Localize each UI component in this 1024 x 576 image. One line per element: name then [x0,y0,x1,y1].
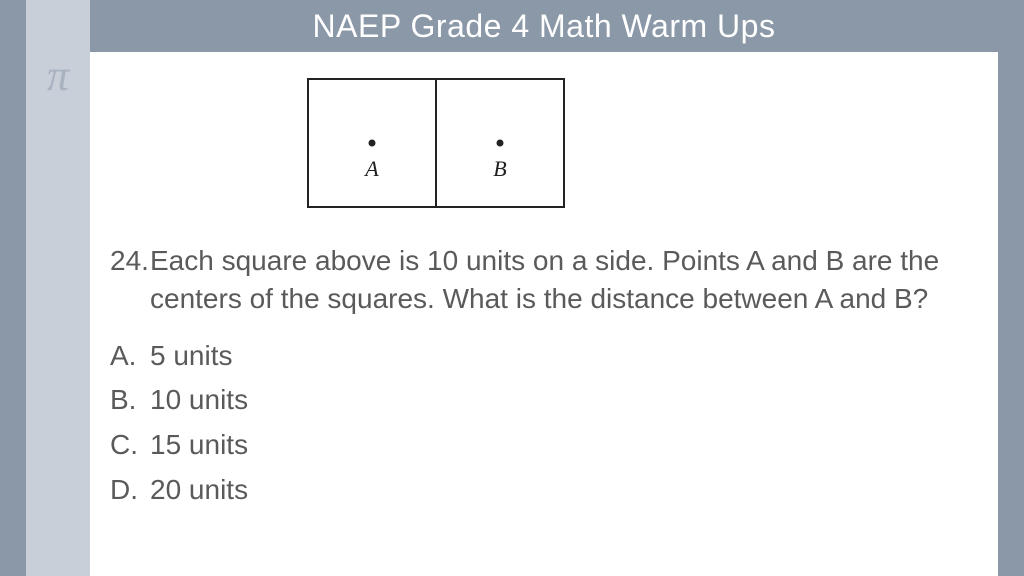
square-right: B [435,78,565,208]
choice-c: C. 15 units [110,423,984,468]
point-b-dot [497,140,504,147]
question-content: 24. Each square above is 10 units on a s… [110,242,984,513]
header-bar: NAEP Grade 4 Math Warm Ups [90,0,998,52]
question-text: Each square above is 10 units on a side.… [150,242,984,318]
choice-text: 15 units [150,423,984,468]
question-row: 24. Each square above is 10 units on a s… [110,242,984,318]
choice-a: A. 5 units [110,334,984,379]
point-a-dot [369,140,376,147]
choice-letter: D. [110,468,150,513]
choice-letter: C. [110,423,150,468]
choice-letter: B. [110,378,150,423]
question-diagram: A B [296,72,576,214]
frame-left-outer [0,0,26,576]
choice-letter: A. [110,334,150,379]
choice-text: 10 units [150,378,984,423]
question-number: 24. [110,242,150,318]
choice-b: B. 10 units [110,378,984,423]
choice-d: D. 20 units [110,468,984,513]
choice-text: 5 units [150,334,984,379]
pi-icon: π [32,54,84,98]
two-squares: A B [307,78,565,208]
page-title: NAEP Grade 4 Math Warm Ups [313,8,776,45]
point-b-label: B [490,156,510,182]
point-a-label: A [362,156,382,182]
frame-right [998,0,1024,576]
square-left: A [307,78,437,208]
choice-text: 20 units [150,468,984,513]
